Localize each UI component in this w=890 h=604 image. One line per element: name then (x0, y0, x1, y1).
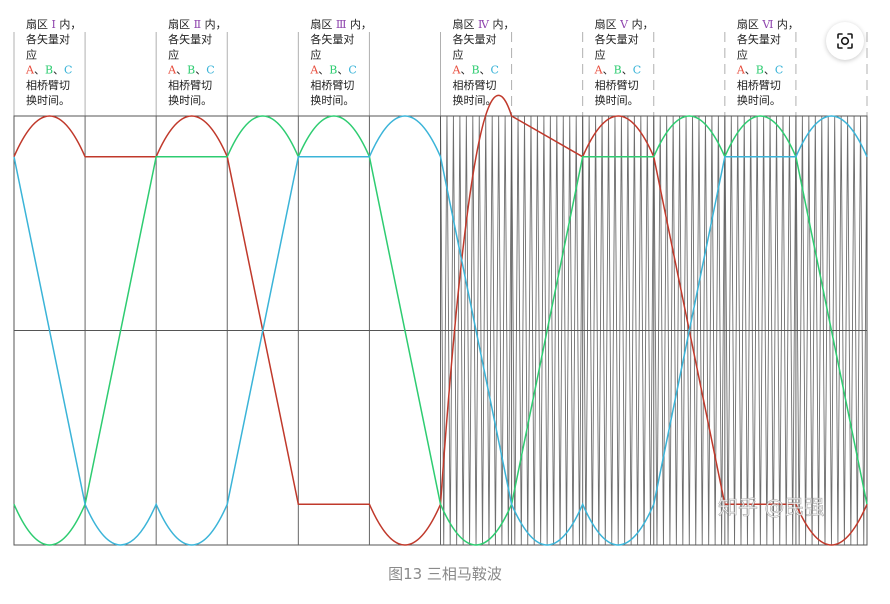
sector-line: 换时间。 (737, 93, 781, 107)
sector-line: 各矢量对 (310, 32, 354, 46)
sector-line: 相桥臂切 (595, 79, 639, 92)
sector-line: 相桥臂切 (310, 79, 354, 92)
sector-line: 应 (737, 47, 748, 61)
sector-line: 相桥臂切 (168, 79, 212, 92)
sector-line: 各矢量对 (168, 32, 212, 46)
sector-line: 相桥臂切 (26, 79, 70, 92)
sector-title: 扇区 Ⅴ 内， (595, 17, 654, 31)
series-phase-c (13, 115, 868, 546)
sector-line: 相桥臂切 (737, 79, 781, 92)
sector-title: 扇区 Ⅱ 内， (168, 17, 226, 31)
sector-line: 换时间。 (595, 93, 639, 107)
sector-line: 换时间。 (26, 93, 70, 107)
sector-phases: A、B、C (309, 64, 356, 77)
sector-line: 各矢量对 (595, 32, 639, 46)
sector-line: 应 (453, 47, 464, 61)
sector-phases: A、B、C (736, 64, 783, 77)
figure-caption: 图13 三相马鞍波 (388, 565, 502, 583)
sector-phases: A、B、C (167, 64, 214, 77)
sector-title: 扇区 Ⅳ 内， (453, 17, 515, 31)
sector-line: 换时间。 (310, 93, 354, 107)
sector-line: 应 (168, 47, 179, 61)
sector-title: 扇区 Ⅰ 内， (26, 17, 81, 31)
sector-line: 换时间。 (453, 93, 497, 107)
sector-phases: A、B、C (25, 64, 72, 77)
qr-scan-icon (837, 33, 853, 49)
sector-line: 应 (26, 47, 37, 61)
watermark: 知乎 @民强 (718, 495, 824, 519)
sector-line: 应 (595, 47, 606, 61)
sector-line: 相桥臂切 (453, 79, 497, 92)
sector-title: 扇区 Ⅲ 内， (310, 17, 372, 31)
sector-phases: A、B、C (452, 64, 499, 77)
sector-header-guides (13, 32, 868, 116)
sector-line: 各矢量对 (453, 32, 497, 46)
sector-line: 换时间。 (168, 93, 212, 107)
sector-title: 扇区 Ⅵ 内， (737, 17, 799, 31)
sector-line: 各矢量对 (737, 32, 781, 46)
sector-phases: A、B、C (594, 64, 641, 77)
sector-line: 应 (310, 47, 321, 61)
sector-line: 各矢量对 (26, 32, 70, 46)
phase-series (13, 94, 868, 546)
qr-scan-button[interactable] (826, 22, 864, 60)
plot-grid (14, 116, 867, 545)
